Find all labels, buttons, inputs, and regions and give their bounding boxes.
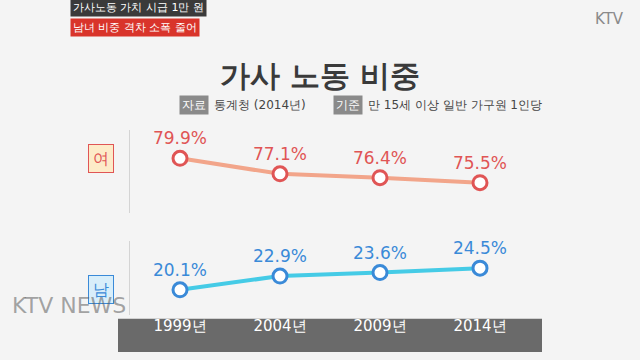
svg-text:79.9%: 79.9% [153, 128, 207, 148]
svg-text:만 15세 이상 일반 가구원 1인당: 만 15세 이상 일반 가구원 1인당 [368, 98, 542, 112]
svg-text:76.4%: 76.4% [353, 148, 407, 168]
svg-text:20.1%: 20.1% [153, 260, 207, 280]
svg-text:23.6%: 23.6% [353, 243, 407, 263]
svg-text:KTV: KTV [595, 10, 624, 28]
svg-text:2009년: 2009년 [353, 317, 406, 335]
svg-text:77.1%: 77.1% [253, 144, 307, 164]
svg-text:KTV NEWS: KTV NEWS [12, 293, 126, 318]
svg-text:가사노동 가치 시급 1만 원: 가사노동 가치 시급 1만 원 [73, 1, 204, 14]
svg-text:2004년: 2004년 [253, 317, 306, 335]
svg-text:75.5%: 75.5% [453, 153, 507, 173]
svg-text:2014년: 2014년 [453, 317, 506, 335]
svg-text:기준: 기준 [336, 98, 360, 112]
svg-text:남녀 비중 격차 소폭 줄어: 남녀 비중 격차 소폭 줄어 [73, 21, 197, 34]
svg-text:1999년: 1999년 [153, 317, 206, 335]
svg-text:남: 남 [93, 280, 109, 299]
svg-text:자료: 자료 [182, 98, 206, 112]
svg-text:여: 여 [93, 149, 109, 168]
svg-text:22.9%: 22.9% [253, 246, 307, 266]
svg-text:24.5%: 24.5% [453, 238, 507, 258]
svg-text:통계청 (2014년): 통계청 (2014년) [214, 98, 306, 112]
svg-text:가사 노동 비중: 가사 노동 비중 [220, 58, 421, 93]
